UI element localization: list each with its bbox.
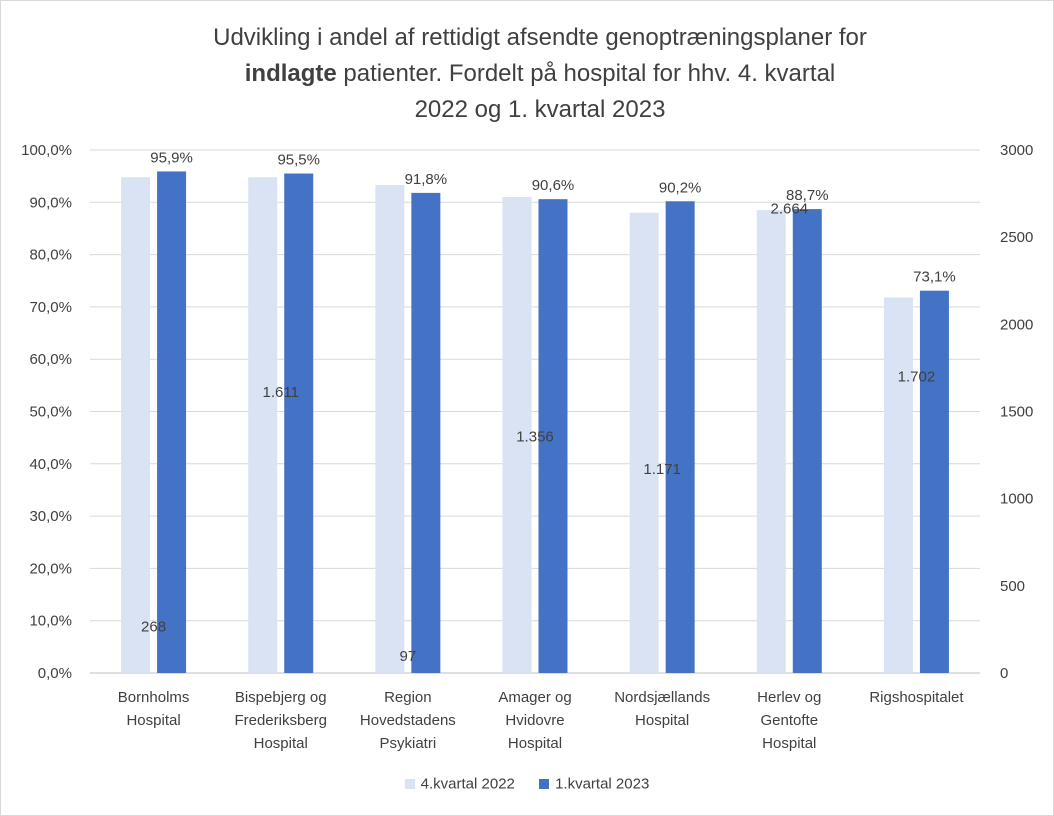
legend-item-q1-2023: 1.kvartal 2023	[539, 775, 649, 793]
y-left-tick-label: 30,0%	[29, 508, 72, 525]
y-left-tick-label: 100,0%	[21, 142, 72, 159]
title-line-3: 2022 og 1. kvartal 2023	[414, 96, 666, 123]
count-label: 1.356	[516, 429, 554, 446]
count-label: 1.702	[898, 368, 936, 385]
count-label: 1.171	[643, 461, 681, 478]
x-category-label: Bornholms	[118, 689, 190, 706]
bar-q4-2022	[248, 177, 278, 674]
bar-q1-2023	[919, 290, 949, 673]
count-label: 268	[141, 618, 166, 635]
bar-q1-2023	[792, 209, 822, 673]
bar-q1-2023	[284, 173, 314, 673]
y-left-tick-label: 50,0%	[29, 404, 72, 421]
count-label: 1.611	[262, 384, 298, 401]
data-label-q1-2023: 90,2%	[659, 179, 702, 196]
x-category-label: Region	[384, 689, 432, 706]
count-label: 97	[400, 648, 417, 665]
y-left-tick-label: 60,0%	[29, 351, 72, 368]
bar-q4-2022	[375, 185, 405, 673]
y-left-tick-label: 80,0%	[29, 247, 72, 264]
bar-q1-2023	[411, 192, 441, 674]
data-label-q1-2023: 88,7%	[786, 187, 829, 204]
y-left-tick-label: 20,0%	[29, 560, 72, 577]
x-category-label: Hospital	[635, 712, 689, 729]
bar-q4-2022	[883, 297, 913, 673]
title-bold-word: indlagte	[244, 60, 337, 87]
bar-q4-2022	[502, 197, 532, 673]
bar-q1-2023	[665, 201, 695, 673]
legend-label-q1-2023: 1.kvartal 2023	[555, 775, 650, 793]
x-category-label: Hospital	[126, 712, 180, 729]
x-category-label: Hospital	[508, 735, 562, 752]
data-label-q1-2023: 73,1%	[913, 269, 956, 286]
x-category-label: Bispebjerg og	[235, 689, 327, 706]
y-right-tick-label: 3000	[1000, 142, 1033, 159]
y-right-tick-label: 1000	[1000, 491, 1033, 508]
bar-q4-2022	[756, 210, 786, 673]
y-right-tick-label: 2500	[1000, 229, 1033, 246]
data-label-q1-2023: 95,9%	[150, 149, 193, 166]
title-line-1: Udvikling i andel af rettidigt afsendte …	[213, 24, 867, 51]
legend-label-q4-2022: 4.kvartal 2022	[420, 775, 515, 793]
data-label-q1-2023: 95,5%	[277, 152, 320, 169]
count-label: 2.664	[771, 201, 809, 218]
y-right-tick-label: 1500	[1000, 404, 1033, 421]
legend-item-q4-2022: 4.kvartal 2022	[404, 775, 515, 793]
y-left-tick-label: 90,0%	[29, 194, 72, 211]
y-right-tick-label: 2000	[1000, 316, 1033, 333]
y-left-tick-label: 0,0%	[38, 665, 72, 682]
y-right-tick-label: 500	[1000, 578, 1025, 595]
bar-q4-2022	[121, 177, 151, 674]
data-label-q1-2023: 90,6%	[532, 177, 575, 194]
x-category-label: Nordsjællands	[614, 689, 710, 706]
x-category-label: Hovedstadens	[360, 712, 456, 729]
title-line-2: indlagte patienter. Fordelt på hospital …	[40, 56, 1040, 92]
y-left-tick-label: 70,0%	[29, 299, 72, 316]
bar-q4-2022	[629, 212, 659, 673]
x-category-label: Hospital	[254, 735, 308, 752]
title-line-2-rest: patienter. Fordelt på hospital for hhv. …	[336, 60, 836, 87]
x-category-label: Gentofte	[761, 712, 819, 729]
x-category-label: Hvidovre	[505, 712, 564, 729]
legend: 4.kvartal 2022 1.kvartal 2023	[0, 775, 1054, 793]
x-category-label: Psykiatri	[380, 735, 437, 752]
bar-q1-2023	[157, 171, 187, 673]
data-label-q1-2023: 91,8%	[405, 171, 448, 188]
x-category-label: Frederiksberg	[234, 712, 327, 729]
x-category-label: Herlev og	[757, 689, 821, 706]
y-left-tick-label: 40,0%	[29, 456, 72, 473]
x-category-label: Rigshospitalet	[869, 689, 964, 706]
legend-swatch-q1-2023	[539, 779, 550, 790]
bar-q1-2023	[538, 199, 568, 674]
y-left-tick-label: 10,0%	[29, 613, 72, 630]
x-category-label: Hospital	[762, 735, 816, 752]
chart-title: Udvikling i andel af rettidigt afsendte …	[40, 20, 1040, 128]
x-category-label: Amager og	[498, 689, 571, 706]
legend-swatch-q4-2022	[404, 779, 415, 790]
y-right-tick-label: 0	[1000, 665, 1008, 682]
